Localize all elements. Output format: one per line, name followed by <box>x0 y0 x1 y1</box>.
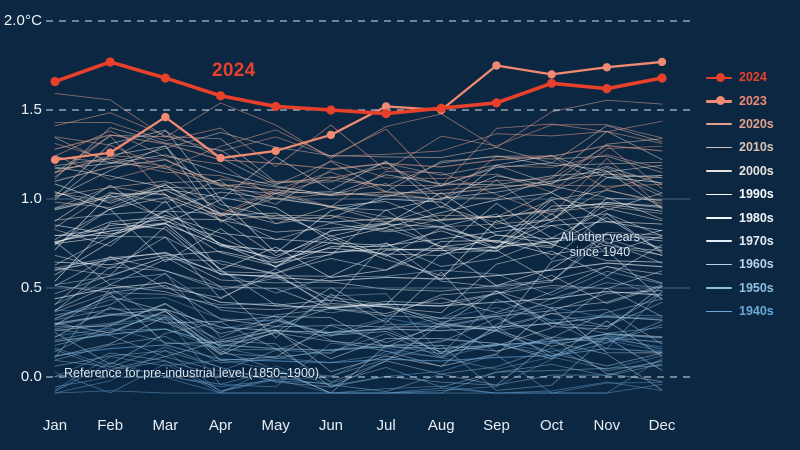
x-axis-tick-jun: Jun <box>318 417 343 434</box>
legend-swatch-1990s-icon <box>706 188 732 202</box>
legend-label: 1980s <box>739 210 774 225</box>
y-axis-tick-20C: 2.0°C <box>3 12 42 29</box>
legend-item-1950s[interactable]: 1950s <box>706 277 798 300</box>
x-axis-tick-apr: Apr <box>208 417 233 434</box>
legend-label: 2023 <box>739 93 767 108</box>
legend-label: 2000s <box>739 163 774 178</box>
legend-label: 2024 <box>739 70 767 85</box>
legend-item-2000s[interactable]: 2000s <box>706 160 798 183</box>
legend-item-2010s[interactable]: 2010s <box>706 136 798 159</box>
all-other-years-note-2: since 1940 <box>569 245 631 259</box>
legend-label: 1960s <box>739 257 774 272</box>
legend-swatch-1960s-icon <box>706 258 732 272</box>
legend-item-1980s[interactable]: 1980s <box>706 206 798 229</box>
y-axis-tick-00: 0.0 <box>20 368 42 385</box>
x-axis-tick-aug: Aug <box>427 417 455 434</box>
x-axis-tick-nov: Nov <box>593 417 621 434</box>
legend-item-1990s[interactable]: 1990s <box>706 183 798 206</box>
legend-swatch-2020s-icon <box>706 117 732 131</box>
x-axis-tick-feb: Feb <box>97 417 124 434</box>
legend-swatch-1950s-icon <box>706 281 732 295</box>
series-label-2024: 2024 <box>212 60 256 81</box>
legend-swatch-1980s-icon <box>706 211 732 225</box>
legend-item-2024[interactable]: 2024 <box>706 66 798 89</box>
legend-label: 2010s <box>739 140 774 155</box>
y-axis-tick-15: 1.5 <box>20 101 42 118</box>
x-axis-tick-dec: Dec <box>648 417 676 434</box>
legend-swatch-2023-icon <box>706 94 732 108</box>
legend-label: 1940s <box>739 304 774 319</box>
legend-label: 1970s <box>739 233 774 248</box>
x-axis-tick-mar: Mar <box>152 417 179 434</box>
legend-item-2023[interactable]: 2023 <box>706 89 798 112</box>
legend-item-1970s[interactable]: 1970s <box>706 230 798 253</box>
x-axis-tick-jan: Jan <box>42 417 68 434</box>
x-axis-tick-jul: Jul <box>376 417 396 434</box>
legend-item-1960s[interactable]: 1960s <box>706 253 798 276</box>
legend-label: 2020s <box>739 116 774 131</box>
all-other-years-note: All other years <box>560 230 640 244</box>
x-axis-tick-oct: Oct <box>539 417 564 434</box>
x-axis-tick-sep: Sep <box>483 417 510 434</box>
x-axis-tick-may: May <box>261 417 290 434</box>
legend-swatch-1940s-icon <box>706 305 732 319</box>
legend-item-1940s[interactable]: 1940s <box>706 300 798 323</box>
y-axis-tick-10: 1.0 <box>20 190 42 207</box>
legend-label: 1990s <box>739 187 774 202</box>
legend-swatch-1970s-icon <box>706 234 732 248</box>
legend-swatch-2000s-icon <box>706 164 732 178</box>
legend-swatch-2024-icon <box>706 71 732 85</box>
chart-legend[interactable]: 2024 2023 2020s 2010s 2000s 1990s 1980s 1970s 19… <box>706 66 798 323</box>
legend-item-2020s[interactable]: 2020s <box>706 113 798 136</box>
legend-swatch-2010s-icon <box>706 141 732 155</box>
legend-label: 1950s <box>739 280 774 295</box>
pre-industrial-reference-note: Reference for pre-industrial level (1850… <box>64 366 320 380</box>
y-axis-tick-05: 0.5 <box>20 279 42 296</box>
